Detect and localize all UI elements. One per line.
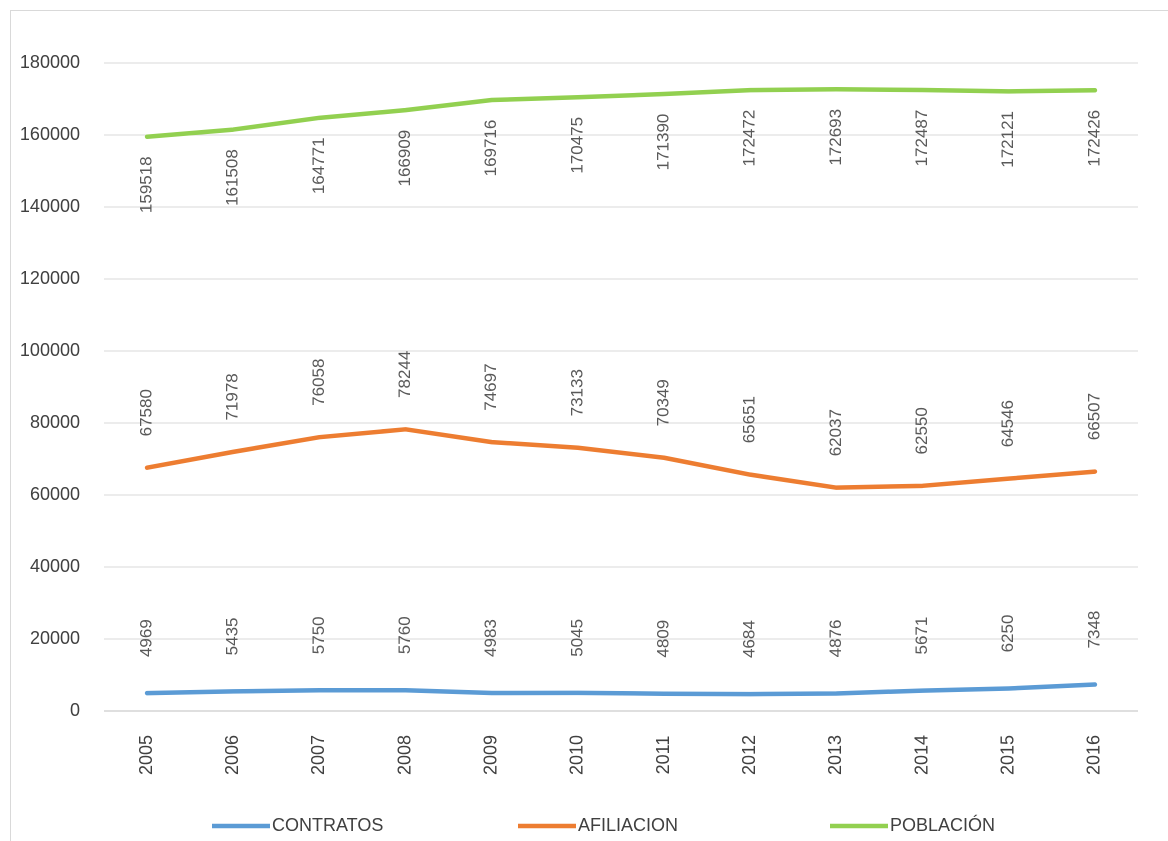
x-tick-label: 2009: [481, 735, 501, 775]
data-label: 166909: [395, 130, 414, 187]
y-tick-label: 140000: [20, 196, 80, 216]
series-line: [144, 87, 1098, 139]
data-label: 71978: [223, 373, 242, 420]
data-label: 5760: [395, 616, 414, 654]
data-label: 164771: [309, 137, 328, 194]
data-label: 169716: [481, 120, 500, 177]
y-tick-label: 20000: [30, 628, 80, 648]
x-tick-label: 2007: [308, 735, 328, 775]
data-label: 172487: [912, 110, 931, 167]
data-label: 170475: [567, 117, 586, 174]
data-label: 74697: [481, 363, 500, 410]
x-tick-label: 2014: [911, 735, 931, 775]
data-label: 172693: [826, 109, 845, 166]
x-tick-label: 2005: [136, 735, 156, 775]
y-tick-label: 0: [70, 700, 80, 720]
legend-label: AFILIACION: [578, 815, 678, 835]
series-line: [144, 682, 1098, 697]
data-label: 65651: [740, 396, 759, 443]
x-tick-label: 2010: [567, 735, 587, 775]
data-label: 76058: [309, 359, 328, 406]
data-label: 6250: [998, 615, 1017, 653]
y-tick-label: 80000: [30, 412, 80, 432]
y-tick-label: 120000: [20, 268, 80, 288]
data-label: 172426: [1084, 110, 1103, 167]
x-tick-label: 2013: [825, 735, 845, 775]
x-tick-label: 2011: [653, 736, 673, 775]
data-label: 62037: [826, 409, 845, 456]
data-label: 73133: [567, 369, 586, 416]
data-label: 4983: [481, 619, 500, 657]
data-label: 4809: [654, 620, 673, 658]
data-label: 64546: [998, 400, 1017, 447]
series-line: [144, 427, 1098, 490]
x-tick-label: 2008: [394, 735, 414, 775]
data-label: 67580: [137, 389, 156, 436]
y-tick-label: 100000: [20, 340, 80, 360]
data-label: 159518: [137, 156, 156, 213]
data-label: 4684: [740, 620, 759, 658]
data-label: 161508: [223, 149, 242, 206]
data-label: 70349: [654, 379, 673, 426]
chart-border: [10, 10, 1168, 841]
y-tick-label: 40000: [30, 556, 80, 576]
data-label: 5045: [567, 619, 586, 657]
x-tick-label: 2006: [222, 735, 242, 775]
data-label: 5671: [912, 617, 931, 655]
data-label: 172121: [998, 111, 1017, 168]
data-label: 7348: [1084, 611, 1103, 649]
legend-label: CONTRATOS: [272, 815, 383, 835]
x-tick-label: 2015: [998, 735, 1018, 775]
data-label: 62550: [912, 407, 931, 454]
data-label: 66507: [1084, 393, 1103, 440]
x-tick-label: 2012: [739, 735, 759, 775]
y-tick-label: 160000: [20, 124, 80, 144]
data-label: 171390: [654, 114, 673, 171]
data-label: 172472: [740, 110, 759, 167]
data-label: 5750: [309, 616, 328, 654]
y-tick-label: 180000: [20, 52, 80, 72]
data-label: 4969: [137, 619, 156, 657]
legend-label: POBLACIÓN: [890, 814, 995, 835]
data-label: 78244: [395, 351, 414, 398]
data-label: 5435: [223, 618, 242, 656]
x-tick-label: 2016: [1084, 735, 1104, 775]
y-tick-label: 60000: [30, 484, 80, 504]
data-label: 4876: [826, 620, 845, 658]
